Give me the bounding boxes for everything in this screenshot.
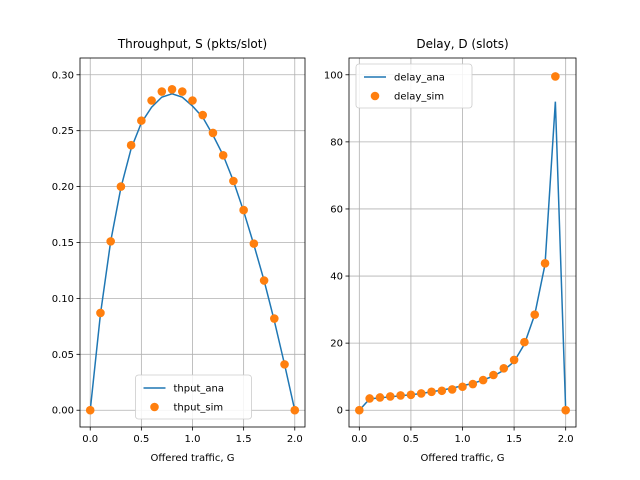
legend-box: [355, 63, 473, 109]
data-point-delay_sim: [385, 392, 395, 401]
data-point-delay_sim: [458, 382, 467, 392]
x-tick-label: 0.5: [133, 434, 149, 445]
data-point-delay_sim: [561, 405, 570, 415]
x-tick-label: 1.5: [506, 434, 522, 445]
data-point-delay_sim: [520, 337, 529, 347]
data-point-thput_sim: [177, 87, 187, 96]
legend-dot-marker: [150, 402, 159, 412]
x-tick-label: 1.5: [236, 434, 252, 445]
data-point-thput_sim: [106, 237, 115, 246]
x-tick-label: 1.0: [185, 434, 201, 445]
data-point-thput_sim: [280, 360, 289, 369]
y-tick-label: 0.05: [52, 350, 74, 361]
data-point-thput_sim: [126, 140, 136, 150]
y-tick-label: 0.00: [52, 406, 74, 417]
data-point-delay_sim: [551, 72, 560, 81]
x-tick-label: 1.0: [455, 434, 471, 445]
data-point-delay_sim: [478, 375, 488, 385]
x-axis-label: Offered traffic, G: [151, 453, 235, 464]
x-tick-label: 0.5: [403, 434, 419, 445]
data-point-delay_sim: [489, 370, 498, 380]
subplot-2: 0.0 0.5 1.0 1.5 2.0 0 20 40 60 80 100 Delay, D (slo…: [324, 37, 577, 464]
data-point-thput_sim: [239, 205, 248, 215]
data-point-thput_sim: [157, 87, 167, 96]
subplot-1: 0.0 0.5 1.0 1.5 2.0 0.00 0.05 0.10 0.15 0.20 0.25 0…: [52, 37, 306, 464]
data-point-delay_sim: [375, 393, 385, 402]
legend-box: [135, 374, 252, 420]
legend-entry-label: delay_sim: [394, 92, 444, 103]
y-tick-label: 20: [330, 339, 343, 350]
legend-entry-label: thput_ana: [174, 384, 224, 395]
x-tick-label: 0.0: [351, 434, 367, 445]
data-point-thput_sim: [290, 405, 300, 415]
data-point-delay_sim: [509, 355, 519, 365]
data-point-delay_sim: [427, 387, 436, 397]
data-point-delay_sim: [355, 405, 364, 415]
data-point-delay_sim: [540, 258, 550, 268]
data-point-thput_sim: [85, 405, 95, 415]
y-tick-label: 0.25: [52, 126, 74, 137]
data-point-delay_sim: [468, 379, 478, 389]
x-axis-label: Offered traffic, G: [421, 453, 505, 464]
chart-title: Throughput, S (pkts/slot): [117, 37, 267, 51]
y-tick-label: 0.30: [52, 70, 74, 81]
data-point-thput_sim: [270, 314, 279, 323]
data-point-thput_sim: [259, 276, 269, 285]
data-point-thput_sim: [198, 110, 208, 120]
y-tick-label: 0.20: [52, 182, 74, 193]
chart-title: Delay, D (slots): [416, 37, 508, 51]
legend-entry-label: thput_sim: [174, 403, 224, 414]
legend: thput_ana thput_sim: [135, 374, 252, 420]
data-point-delay_sim: [499, 363, 509, 373]
data-point-thput_sim: [188, 96, 197, 105]
data-point-thput_sim: [208, 128, 218, 138]
data-point-thput_sim: [218, 150, 228, 160]
data-point-delay_sim: [437, 386, 447, 396]
x-tick-label: 0.0: [82, 434, 98, 445]
data-point-delay_sim: [447, 385, 457, 394]
data-point-thput_sim: [147, 96, 156, 105]
y-tick-label: 80: [330, 137, 343, 148]
data-point-thput_sim: [229, 176, 238, 186]
data-point-delay_sim: [406, 390, 416, 400]
data-point-thput_sim: [137, 116, 146, 125]
x-tick-label: 2.0: [558, 434, 574, 445]
data-point-thput_sim: [96, 308, 105, 318]
y-tick-label: 0.10: [52, 294, 74, 305]
data-point-delay_sim: [530, 310, 540, 319]
data-point-delay_sim: [416, 389, 426, 398]
legend-entry-label: delay_ana: [394, 73, 445, 84]
y-tick-label: 100: [324, 70, 343, 81]
data-point-thput_sim: [167, 85, 177, 94]
y-tick-label: 0: [337, 406, 343, 417]
data-point-delay_sim: [365, 394, 374, 403]
data-point-delay_sim: [396, 391, 405, 400]
x-tick-label: 2.0: [287, 434, 303, 445]
data-point-thput_sim: [116, 182, 126, 191]
legend: delay_ana delay_sim: [355, 63, 473, 109]
data-point-thput_sim: [249, 239, 259, 248]
legend-dot-marker: [370, 91, 380, 101]
series-line-thput_ana: [89, 92, 296, 411]
y-tick-label: 0.15: [52, 238, 74, 249]
y-tick-label: 40: [330, 272, 343, 283]
y-tick-label: 60: [330, 204, 343, 215]
